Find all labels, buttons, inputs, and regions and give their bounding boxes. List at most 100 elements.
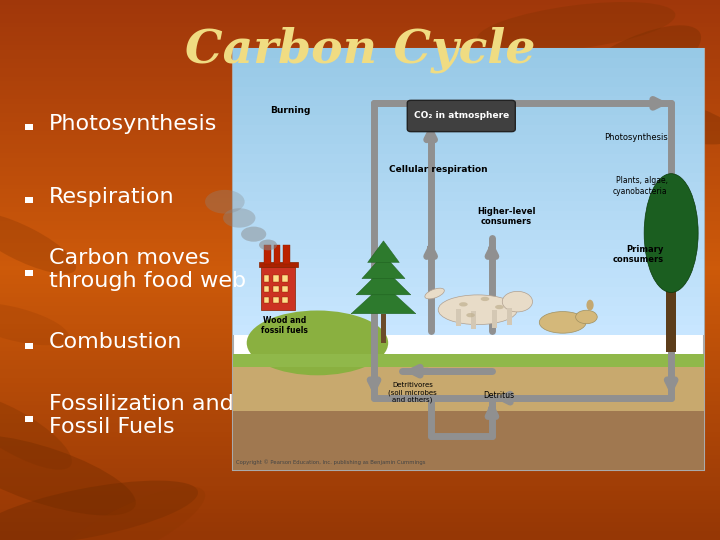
Bar	[0, 476, 720, 482]
Bar	[0, 107, 720, 112]
Ellipse shape	[247, 310, 388, 375]
Ellipse shape	[566, 25, 701, 104]
Bar	[25, 416, 33, 422]
Bar	[0, 130, 720, 135]
Bar	[0, 26, 720, 31]
Bar	[0, 341, 720, 347]
Bar	[0, 157, 720, 162]
Bar	[0, 233, 720, 239]
Text: Combustion: Combustion	[49, 332, 182, 353]
Bar	[0, 188, 720, 193]
Bar	[233, 181, 704, 192]
Bar	[0, 49, 720, 54]
Bar	[0, 354, 720, 360]
Bar	[0, 327, 720, 333]
Bar	[273, 297, 279, 303]
Bar	[0, 3, 720, 9]
Bar	[282, 297, 288, 303]
Bar	[233, 276, 704, 287]
Bar	[0, 66, 720, 72]
Bar	[233, 305, 704, 316]
Bar	[233, 95, 704, 106]
Bar	[0, 22, 720, 27]
Ellipse shape	[586, 300, 593, 310]
Bar	[0, 98, 720, 104]
Bar	[233, 354, 704, 367]
Bar	[0, 296, 720, 301]
Bar	[0, 359, 720, 364]
Text: Primary
consumers: Primary consumers	[613, 245, 664, 264]
Bar	[0, 530, 720, 536]
Bar	[507, 308, 512, 325]
Bar	[264, 275, 269, 282]
Bar	[0, 408, 720, 414]
Bar	[0, 449, 720, 455]
Bar	[233, 105, 704, 116]
Text: Wood and
fossil fuels: Wood and fossil fuels	[261, 316, 308, 335]
Bar	[0, 458, 720, 463]
Bar	[233, 229, 704, 240]
Bar	[0, 246, 720, 252]
FancyBboxPatch shape	[408, 100, 516, 132]
Bar	[233, 124, 704, 134]
Bar	[273, 286, 279, 293]
Polygon shape	[362, 254, 405, 279]
Ellipse shape	[576, 310, 598, 324]
Bar	[0, 287, 720, 293]
Bar	[0, 525, 720, 531]
Bar	[0, 152, 720, 158]
Ellipse shape	[503, 292, 533, 312]
Bar	[233, 286, 704, 297]
Bar	[274, 245, 280, 264]
Ellipse shape	[0, 212, 76, 274]
Ellipse shape	[467, 313, 475, 318]
Bar	[0, 346, 720, 351]
Bar	[0, 165, 720, 171]
Bar	[0, 134, 720, 139]
Bar	[0, 440, 720, 445]
Bar	[0, 494, 720, 500]
Bar	[0, 174, 720, 180]
Bar	[0, 332, 720, 338]
Bar	[0, 84, 720, 90]
Bar	[0, 80, 720, 85]
Bar	[0, 224, 720, 230]
Bar	[0, 273, 720, 279]
Bar	[233, 248, 704, 259]
Bar	[25, 197, 33, 203]
Bar	[0, 508, 720, 513]
Bar	[0, 201, 720, 207]
Bar	[233, 57, 704, 68]
Bar	[0, 116, 720, 122]
Bar	[0, 417, 720, 423]
Bar	[0, 53, 720, 58]
Bar	[0, 521, 720, 526]
Bar	[233, 210, 704, 220]
Ellipse shape	[0, 394, 72, 470]
Bar	[233, 325, 704, 335]
Bar	[0, 400, 720, 405]
Bar	[0, 215, 720, 220]
Text: Carbon Cycle: Carbon Cycle	[185, 26, 535, 73]
Bar	[282, 275, 288, 282]
Bar	[0, 503, 720, 509]
Bar	[0, 363, 720, 369]
Bar	[233, 315, 704, 326]
Bar	[233, 86, 704, 96]
Bar	[283, 245, 289, 264]
Bar	[0, 103, 720, 108]
Bar	[0, 454, 720, 459]
Bar	[0, 368, 720, 374]
Bar	[0, 44, 720, 50]
Bar	[0, 377, 720, 382]
Bar	[0, 93, 720, 99]
Bar	[0, 57, 720, 63]
Bar	[0, 120, 720, 126]
Bar	[0, 89, 720, 94]
Bar	[273, 275, 279, 282]
Bar	[0, 373, 720, 378]
Bar	[0, 471, 720, 477]
Ellipse shape	[0, 435, 136, 516]
Ellipse shape	[205, 190, 245, 214]
Bar	[0, 12, 720, 18]
